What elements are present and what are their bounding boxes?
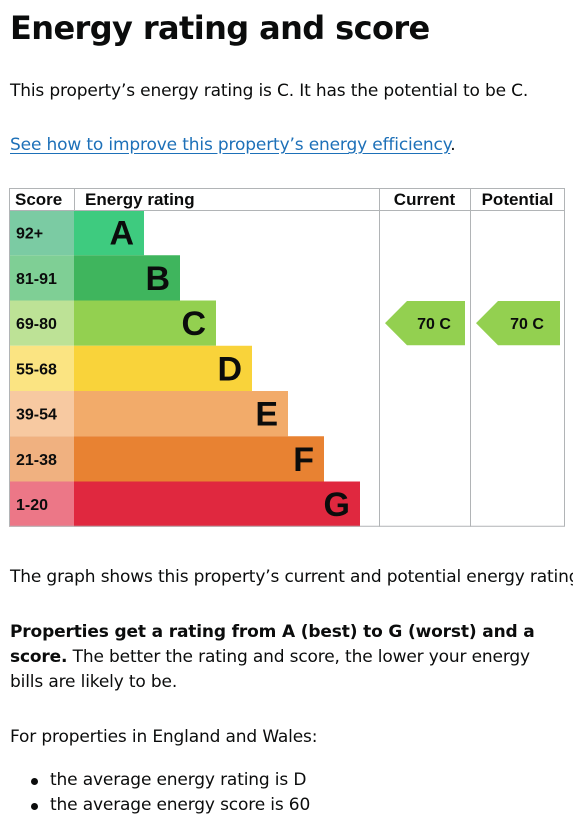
rating-bar-e [74,391,288,437]
score-cell-g [9,481,74,527]
rating-letter-d: D [217,350,242,388]
rating-summary: This property’s energy rating is C. It h… [10,81,529,101]
average-rating-item: the average energy rating is D [10,768,310,793]
rating-bar-g [74,481,360,527]
potential-arrow-label: 70 C [510,316,544,333]
score-label-c: 69-80 [16,316,57,333]
score-cell-e [9,391,74,437]
graph-description: The graph shows this property’s current … [10,567,573,587]
potential-arrow [476,301,560,346]
regions-intro: For properties in England and Wales: [10,727,318,747]
header-energy-rating: Energy rating [85,190,195,209]
score-cell-d [9,345,74,391]
rating-letter-a: A [109,215,134,253]
rating-bar-a [74,210,144,256]
score-label-d: 55-68 [16,361,57,378]
rating-letter-c: C [181,305,206,343]
rating-bar-b [74,255,180,301]
score-label-f: 21-38 [16,452,57,469]
improve-link-suffix: . [450,135,456,155]
rating-info: Properties get a rating from A (best) to… [10,620,566,695]
improve-efficiency-link[interactable]: See how to improve this property’s energ… [10,135,451,155]
header-potential: Potential [482,190,554,209]
current-arrow-label: 70 C [417,316,451,333]
current-arrow [385,301,465,346]
score-label-b: 81-91 [16,271,57,288]
averages-list: the average energy rating is D the avera… [10,768,310,818]
rating-info-rest: The better the rating and score, the low… [10,647,530,692]
energy-rating-chart: Score Energy rating Current Potential 92+ A 81… [9,188,565,527]
improve-paragraph: See how to improve this property’s energ… [10,133,456,158]
score-cell-a [9,210,74,256]
score-cell-c [9,300,74,346]
rating-letter-g: G [324,486,350,524]
score-label-a: 92+ [16,226,43,243]
score-label-g: 1-20 [16,497,48,514]
rating-letter-e: E [255,396,278,434]
chart-border [9,188,565,527]
average-score-item: the average energy score is 60 [10,793,310,818]
page-title: Energy rating and score [10,9,430,47]
score-cell-f [9,436,74,482]
rating-letter-b: B [145,260,170,298]
header-current: Current [394,190,456,209]
header-score: Score [15,190,62,209]
score-cell-b [9,255,74,301]
rating-info-bold: Properties get a rating from A (best) to… [10,622,535,667]
rating-bar-c [74,300,216,346]
score-label-e: 39-54 [16,407,57,424]
rating-letter-f: F [293,441,314,479]
rating-bar-d [74,345,252,391]
rating-bar-f [74,436,324,482]
